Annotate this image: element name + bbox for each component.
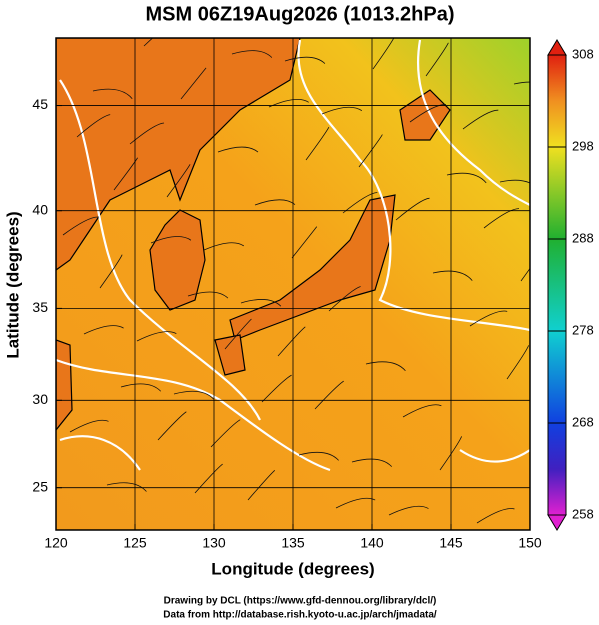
y-axis-label: Latitude (degrees): [3, 211, 22, 358]
colorbar-tick-label: 298: [572, 138, 594, 153]
streamline: [483, 208, 520, 229]
streamline: [150, 236, 192, 244]
streamline: [425, 42, 449, 77]
streamline: [328, 286, 361, 312]
colorbar-tick-label: 288: [572, 230, 594, 245]
streamline: [76, 114, 111, 138]
streamline: [321, 106, 363, 115]
streamline: [187, 291, 229, 299]
y-tick-label: 30: [32, 391, 48, 407]
colorbar-tick-label: 268: [572, 414, 594, 429]
streamline: [92, 88, 133, 100]
streamline: [166, 164, 191, 198]
streamline: [439, 436, 463, 471]
streamline: [194, 463, 223, 494]
field: [56, 38, 530, 530]
streamline: [113, 157, 138, 191]
x-tick-label: 145: [439, 535, 463, 551]
streamline: [298, 451, 339, 461]
streamline: [157, 411, 187, 441]
x-tick-label: 125: [123, 535, 147, 551]
streamline: [291, 226, 318, 259]
streamline: [83, 325, 124, 335]
colorbar: [547, 54, 567, 516]
streamline: [395, 197, 430, 221]
streamline: [129, 122, 165, 145]
colorbar-tick-label: 278: [572, 322, 594, 337]
streamline: [120, 383, 162, 392]
colorbar-tick-label: 308: [572, 46, 594, 61]
streamline: [224, 318, 252, 350]
streamline: [69, 419, 109, 433]
streamline: [462, 109, 499, 130]
streamline: [476, 508, 515, 524]
streamline: [432, 270, 473, 281]
streamline: [402, 404, 442, 418]
streamline: [506, 345, 530, 380]
streamline: [277, 326, 306, 357]
streamline: [513, 81, 530, 85]
streamline: [314, 380, 344, 410]
streamline: [388, 505, 429, 516]
streamline: [305, 127, 330, 161]
streamline: [217, 146, 259, 153]
streamline: [99, 254, 123, 289]
footer-line: Drawing by DCL (https://www.gfd-dennou.o…: [164, 596, 437, 607]
streamline: [365, 361, 406, 372]
x-tick-label: 140: [360, 535, 384, 551]
streamline: [240, 299, 282, 307]
y-tick-label: 45: [32, 96, 48, 112]
streamline: [409, 104, 447, 123]
x-tick-label: 150: [518, 535, 542, 551]
streamline: [335, 497, 376, 509]
streamline: [499, 179, 530, 184]
y-tick-label: 35: [32, 299, 48, 315]
footer-line: Data from http://database.rish.kyoto-u.a…: [163, 610, 437, 621]
y-tick-label: 40: [32, 201, 48, 217]
streamline: [284, 56, 326, 64]
x-tick-label: 120: [44, 535, 68, 551]
streamline: [203, 242, 245, 251]
streamline: [469, 310, 508, 327]
streamline: [106, 482, 147, 492]
streamline: [520, 267, 530, 282]
streamline: [372, 38, 395, 70]
streamline: [247, 469, 276, 501]
streamline: [351, 458, 393, 467]
streamline: [143, 38, 154, 47]
x-tick-label: 130: [202, 535, 226, 551]
streamline: [62, 216, 99, 236]
streamline: [180, 67, 207, 100]
streamline: [173, 390, 214, 400]
streamline: [231, 50, 273, 58]
y-tick-label: 25: [32, 478, 48, 494]
streamline: [358, 134, 383, 168]
streamline: [56, 38, 57, 39]
streamline: [446, 172, 487, 184]
map-title: MSM 06Z19Aug2026 (1013.2hPa): [145, 3, 454, 25]
streamline: [210, 419, 241, 448]
streamline: [261, 374, 292, 403]
colorbar-under: [547, 514, 567, 531]
colorbar-over: [547, 39, 567, 56]
x-axis-label: Longitude (degrees): [211, 559, 374, 578]
x-tick-label: 135: [281, 535, 305, 551]
colorbar-tick-label: 258: [572, 506, 594, 521]
streamline: [342, 192, 378, 214]
streamline: [136, 331, 177, 342]
